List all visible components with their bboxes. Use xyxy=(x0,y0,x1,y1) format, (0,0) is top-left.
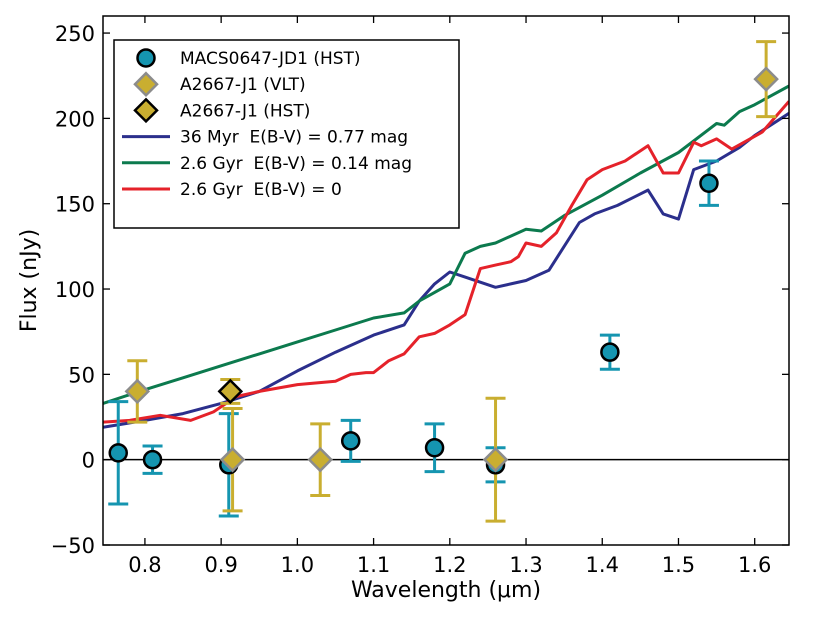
legend-label: MACS0647-JD1 (HST) xyxy=(180,49,361,69)
x-tick-label: 1.1 xyxy=(357,553,390,577)
x-tick-label: 1.5 xyxy=(662,553,695,577)
x-tick-label: 1.3 xyxy=(509,553,542,577)
legend-entry: A2667-J1 (VLT) xyxy=(133,71,306,97)
legend-label: 2.6 Gyr E(B-V) = 0.14 mag xyxy=(180,154,412,174)
legend-label: A2667-J1 (VLT) xyxy=(180,75,306,95)
y-tick-label: 200 xyxy=(55,107,95,131)
axes: 0.8 0.9 1.0 1.1 1.2 1.3 1.4 1.5 1.6 −50 0 50 100 150 2… xyxy=(51,15,790,577)
data-point-diamond xyxy=(482,446,509,473)
y-axis-label: Flux (nJy) xyxy=(17,229,42,332)
data-point-circle xyxy=(600,342,620,362)
legend-marker-diamond xyxy=(133,71,159,97)
x-tick-label: 0.8 xyxy=(128,553,161,577)
data-point-circle xyxy=(108,443,128,463)
legend-box xyxy=(113,39,460,229)
y-tick-label: 100 xyxy=(55,278,95,302)
data-point-diamond xyxy=(219,446,246,473)
legend: MACS0647-JD1 (HST) A2667-J1 (VLT) A2667-J1… xyxy=(113,39,460,229)
legend-entry: 2.6 Gyr E(B-V) = 0.14 mag xyxy=(122,154,412,174)
legend-marker-circle xyxy=(136,48,156,68)
legend-entry: MACS0647-JD1 (HST) xyxy=(136,48,361,69)
legend-label: A2667-J1 (HST) xyxy=(180,101,310,121)
plot-frame xyxy=(102,15,790,546)
legend-entry: 36 Myr E(B-V) = 0.77 mag xyxy=(122,128,408,148)
legend-entry: 2.6 Gyr E(B-V) = 0 xyxy=(122,180,342,200)
series-line-2 xyxy=(103,84,789,405)
series-line-3 xyxy=(103,100,789,424)
y-tick-label: 0 xyxy=(82,449,95,473)
data-point-diamond xyxy=(307,446,334,473)
x-axis-label: Wavelength (μm) xyxy=(351,578,541,603)
data-point-circle xyxy=(424,437,445,458)
data-point-diamond xyxy=(753,66,779,92)
legend-label: 36 Myr E(B-V) = 0.77 mag xyxy=(180,128,408,148)
x-tick-label: 1.6 xyxy=(738,553,771,577)
y-tick-label: −50 xyxy=(51,534,95,558)
legend-entry: A2667-J1 (HST) xyxy=(133,97,310,124)
y-tick-label: 150 xyxy=(55,193,95,217)
plot-area xyxy=(103,40,789,523)
data-point-diamond xyxy=(124,378,151,405)
data-point-circle xyxy=(699,173,719,193)
data-point-circle xyxy=(142,449,163,470)
y-tick-label: 250 xyxy=(55,22,95,46)
data-point-diamond xyxy=(217,378,244,405)
x-tick-label: 1.2 xyxy=(433,553,466,577)
series-line-1 xyxy=(103,112,789,429)
x-tick-label: 1.0 xyxy=(281,553,314,577)
data-point-circle xyxy=(340,431,361,451)
y-tick-label: 50 xyxy=(68,363,95,387)
x-tick-label: 1.4 xyxy=(586,553,619,577)
legend-label: 2.6 Gyr E(B-V) = 0 xyxy=(180,180,342,200)
plot-clipped xyxy=(103,40,789,523)
x-tick-label: 0.9 xyxy=(204,553,237,577)
legend-marker-diamond xyxy=(133,97,159,124)
